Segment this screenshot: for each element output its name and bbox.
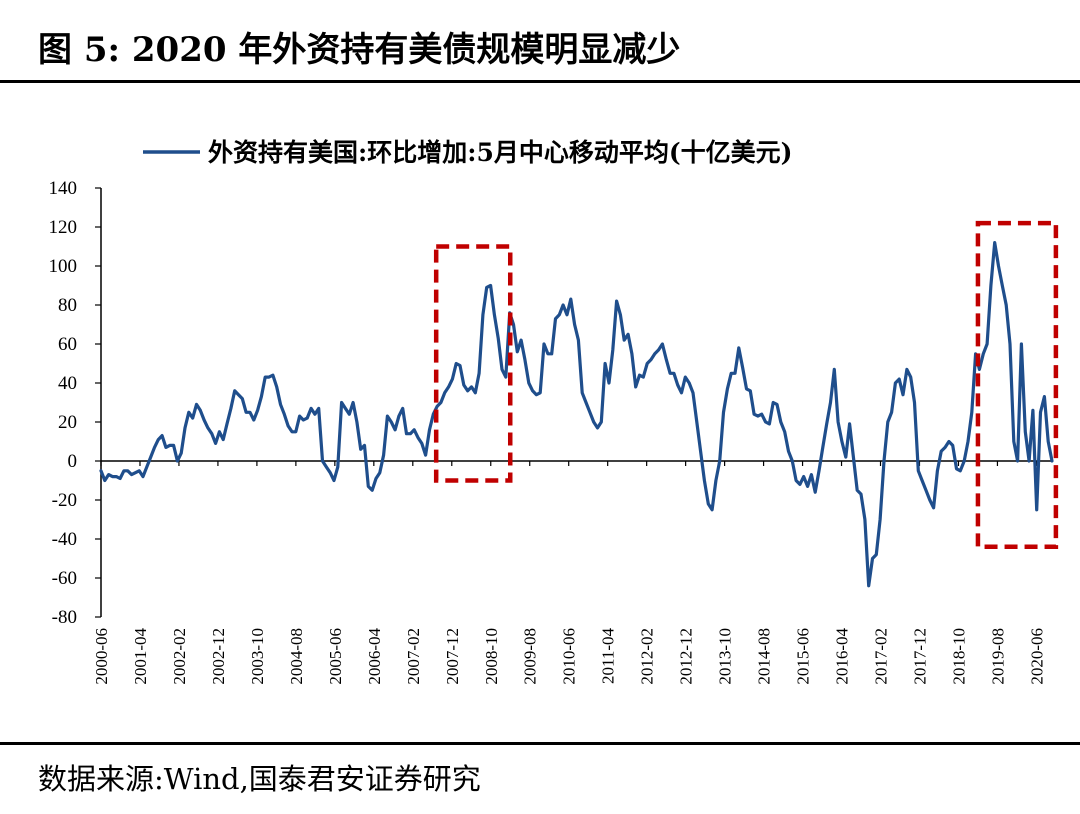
x-tick-label: 2010-06 xyxy=(560,628,579,685)
y-tick-label: -40 xyxy=(52,529,77,550)
x-tick-label: 2011-04 xyxy=(599,628,618,685)
y-tick-label: 40 xyxy=(58,373,77,394)
chart-legend: 外资持有美国:环比增加:5月中心移动平均(十亿美元) xyxy=(143,138,793,167)
x-axis-ticks: 2000-06 2001-04 2002-02 2002-12 2003-10 2004-… xyxy=(92,461,1046,685)
x-tick-label: 2004-08 xyxy=(287,628,306,685)
x-tick-label: 2002-02 xyxy=(170,628,189,685)
x-tick-label: 2015-06 xyxy=(794,628,813,685)
source-note: 数据来源:Wind,国泰君安证券研究 xyxy=(38,762,481,796)
line-chart: 外资持有美国:环比增加:5月中心移动平均(十亿美元) 140 120 100 80 60… xyxy=(49,138,1059,685)
x-tick-label: 2012-02 xyxy=(638,628,657,685)
series-layer xyxy=(99,241,1054,588)
y-tick-label: -20 xyxy=(52,490,77,511)
x-tick-label: 2013-10 xyxy=(716,628,735,685)
chart-axes xyxy=(100,188,1052,617)
y-tick-label: -60 xyxy=(52,568,77,589)
y-tick-label: 100 xyxy=(49,256,78,277)
x-tick-label: 2017-02 xyxy=(872,628,891,685)
x-tick-label: 2007-12 xyxy=(443,628,462,685)
x-tick-label: 2002-12 xyxy=(209,628,228,685)
y-tick-label: 0 xyxy=(68,451,78,472)
x-tick-label: 2006-04 xyxy=(365,628,384,685)
y-axis-ticks: 140 120 100 80 60 40 20 0 -20 -40 -60 -80 xyxy=(49,178,101,628)
x-tick-label: 2001-04 xyxy=(131,628,150,685)
x-tick-label: 2020-06 xyxy=(1027,628,1046,685)
highlight-boxes xyxy=(433,220,1059,550)
x-tick-label: 2014-08 xyxy=(755,628,774,685)
highlight-box xyxy=(975,220,1059,550)
x-tick-label: 2012-12 xyxy=(677,628,696,685)
x-tick-label: 2009-08 xyxy=(521,628,540,685)
x-tick-label: 2007-02 xyxy=(404,628,423,685)
y-tick-label: 140 xyxy=(49,178,78,199)
y-tick-label: 20 xyxy=(58,412,77,433)
x-tick-label: 2016-04 xyxy=(833,628,852,685)
x-tick-label: 2019-08 xyxy=(988,628,1007,685)
y-tick-label: 60 xyxy=(58,334,77,355)
x-tick-label: 2000-06 xyxy=(92,628,111,685)
x-tick-label: 2003-10 xyxy=(248,628,267,685)
y-tick-label: -80 xyxy=(52,607,77,628)
x-tick-label: 2018-10 xyxy=(949,628,968,685)
series-line xyxy=(99,241,1054,588)
figure-title: 图 5: 2020 年外资持有美债规模明显减少 xyxy=(38,30,681,70)
x-tick-label: 2005-06 xyxy=(326,628,345,685)
highlight-box xyxy=(433,244,513,483)
source-rule xyxy=(0,742,1080,745)
x-tick-label: 2017-12 xyxy=(910,628,929,685)
legend-label: 外资持有美国:环比增加:5月中心移动平均(十亿美元) xyxy=(208,138,793,167)
y-tick-label: 80 xyxy=(58,295,77,316)
x-tick-label: 2008-10 xyxy=(482,628,501,685)
title-rule xyxy=(0,80,1080,83)
y-tick-label: 120 xyxy=(49,217,78,238)
